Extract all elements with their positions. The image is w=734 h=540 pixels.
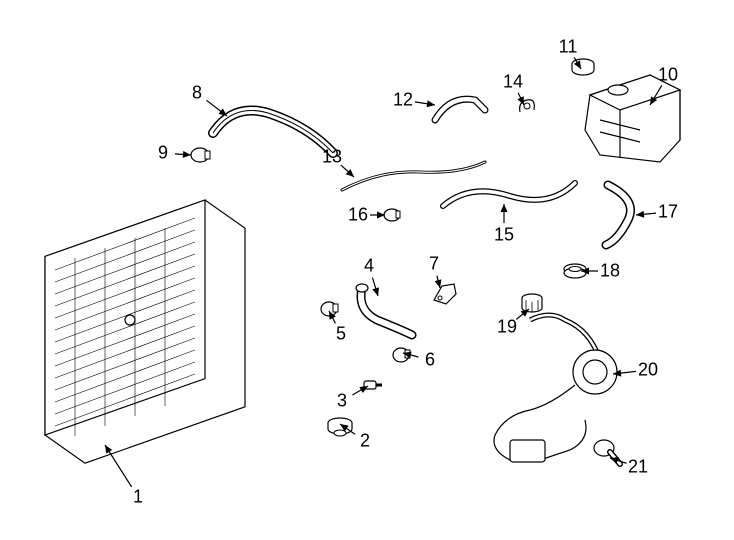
callout-label-12: 12: [393, 90, 413, 111]
callout-label-10: 10: [658, 65, 678, 86]
callout-label-14: 14: [503, 72, 523, 93]
callout-label-7: 7: [429, 254, 439, 275]
callout-label-4: 4: [364, 256, 374, 277]
callout-label-15: 15: [494, 225, 514, 246]
callout-label-6: 6: [425, 350, 435, 371]
callout-label-13: 13: [322, 147, 342, 168]
callout-label-5: 5: [336, 324, 346, 345]
parts-diagram: 123456789101112131415161718192021: [0, 0, 734, 540]
callout-label-3: 3: [337, 391, 347, 412]
callout-label-2: 2: [360, 431, 370, 452]
callout-label-18: 18: [600, 261, 620, 282]
callout-label-9: 9: [158, 143, 168, 164]
callout-label-16: 16: [348, 205, 368, 226]
callout-label-21: 21: [628, 457, 648, 478]
callout-label-1: 1: [133, 487, 143, 508]
callout-label-20: 20: [638, 360, 658, 381]
callout-label-17: 17: [658, 202, 678, 223]
callout-label-11: 11: [559, 37, 578, 58]
callout-label-19: 19: [497, 317, 517, 338]
callout-label-8: 8: [192, 83, 202, 104]
